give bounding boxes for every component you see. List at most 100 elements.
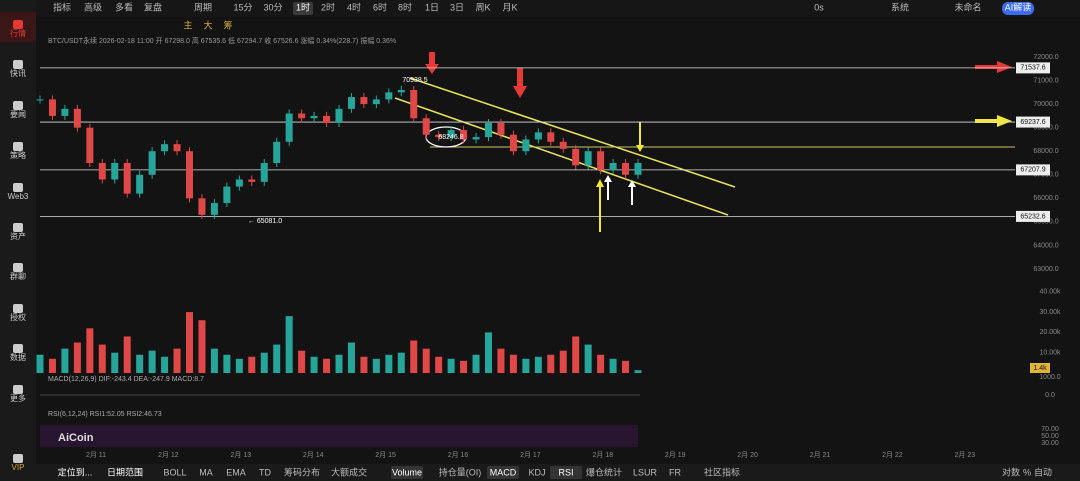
bottom-item[interactable]: RSI: [558, 467, 573, 477]
bottom-item[interactable]: Volume: [392, 467, 422, 477]
date-label: 2月 18: [592, 451, 613, 459]
volume-current-box: [1030, 363, 1050, 373]
level-label: 71537.6: [1020, 65, 1045, 72]
toolbar-item[interactable]: AI解读: [1005, 1, 1032, 12]
candle: [148, 151, 156, 175]
toolbar-item[interactable]: 1时: [296, 1, 310, 12]
toolbar-item[interactable]: 8时: [398, 1, 412, 12]
bottom-item[interactable]: MA: [199, 467, 213, 477]
toolbar-item[interactable]: 15分: [233, 2, 252, 12]
toolbar-item[interactable]: 月K: [502, 2, 517, 12]
toolbar-item[interactable]: 3日: [450, 2, 464, 12]
volume-bar: [584, 344, 592, 373]
bottom-item[interactable]: 定位到...: [58, 466, 93, 477]
sidebar-label[interactable]: 快讯: [10, 68, 26, 78]
candle: [111, 163, 119, 180]
toolbar-item[interactable]: 系统: [891, 1, 909, 12]
sidebar-label[interactable]: VIP: [12, 463, 25, 472]
bottom-item[interactable]: 日期范围: [107, 466, 143, 477]
bottom-item[interactable]: 对数: [1002, 466, 1020, 477]
bottom-item[interactable]: LSUR: [633, 467, 658, 477]
toolbar-item[interactable]: 周K: [475, 2, 490, 12]
active-indicator: [487, 466, 519, 479]
sidebar-label[interactable]: 资产: [10, 231, 26, 241]
sidebar-icon[interactable]: [13, 344, 23, 353]
bottom-item[interactable]: BOLL: [163, 467, 186, 477]
bottom-item[interactable]: 持仓量(OI): [439, 466, 482, 477]
sidebar-label[interactable]: 授权: [10, 312, 26, 322]
bottom-item[interactable]: 自动: [1034, 466, 1052, 477]
candle: [335, 108, 343, 123]
sidebar-icon[interactable]: [13, 304, 23, 313]
toolbar-item[interactable]: 30分: [263, 2, 282, 12]
level-box: [1016, 210, 1050, 222]
bottom-item[interactable]: 筹码分布: [284, 466, 320, 477]
candle: [435, 134, 443, 138]
sidebar-icon[interactable]: [13, 454, 23, 463]
toolbar-item[interactable]: 4时: [347, 1, 361, 12]
sidebar-icon[interactable]: [13, 223, 23, 232]
candle: [136, 174, 144, 194]
toolbar-item[interactable]: 周期: [194, 2, 212, 12]
candle: [73, 108, 81, 128]
sidebar-icon[interactable]: [13, 101, 23, 110]
sidebar-label[interactable]: 要闻: [10, 110, 26, 119]
sidebar-icon[interactable]: [13, 263, 23, 272]
active-tab: [293, 2, 313, 15]
sidebar-icon[interactable]: [13, 20, 23, 29]
bottom-item[interactable]: 爆仓统计: [586, 466, 622, 477]
tool[interactable]: 大: [203, 19, 212, 30]
toolbar-item[interactable]: 指标: [53, 1, 71, 12]
tool[interactable]: 主: [183, 19, 192, 30]
bottom-item[interactable]: 社区指标: [704, 466, 740, 477]
sidebar-icon[interactable]: [13, 60, 23, 69]
toolbar-item[interactable]: 复盘: [144, 1, 162, 12]
volume-bar: [48, 358, 56, 373]
volume-bar: [534, 356, 542, 373]
candle: [285, 113, 293, 142]
bottom-item[interactable]: 大额成交: [331, 466, 367, 477]
date-label: 2月 21: [810, 451, 831, 459]
bottom-item[interactable]: %: [1023, 467, 1031, 477]
trend-line: [409, 77, 736, 188]
volume-bar: [223, 354, 231, 373]
toolbar-item[interactable]: 1日: [425, 2, 439, 12]
tool[interactable]: 筹: [223, 19, 232, 30]
date-label: 2月 14: [303, 451, 324, 459]
sidebar-icon[interactable]: [13, 183, 23, 192]
sidebar-label[interactable]: 群聊: [10, 271, 26, 281]
bottom-item[interactable]: FR: [669, 467, 681, 477]
toolbar-item[interactable]: 0s: [814, 2, 824, 12]
volume-tick-label: 40.00k: [1039, 289, 1061, 296]
bottom-item[interactable]: TD: [259, 467, 271, 477]
sidebar-icon[interactable]: [13, 385, 23, 394]
volume-bar: [198, 320, 206, 373]
volume-bar: [485, 332, 492, 373]
bottom-item[interactable]: KDJ: [528, 467, 545, 477]
sidebar-icon[interactable]: [13, 142, 23, 151]
price-tick-label: 69000.0: [1033, 125, 1058, 132]
sidebar-label[interactable]: 策略: [10, 150, 26, 160]
toolbar-item[interactable]: 高级: [84, 1, 102, 12]
toolbar: [36, 0, 1080, 17]
sidebar-label[interactable]: 更多: [10, 393, 26, 403]
arrow: [636, 122, 644, 152]
sidebar-label[interactable]: 数据: [10, 352, 26, 362]
sidebar-label[interactable]: Web3: [8, 192, 29, 201]
bottom-item[interactable]: MACD: [490, 467, 517, 477]
level-label: 67207.9: [1020, 167, 1045, 174]
toolbar-item[interactable]: 6时: [373, 1, 387, 12]
volume-tick-label: 30.00k: [1039, 309, 1061, 316]
volume-bar: [447, 358, 455, 373]
price-annotation: 68246.8: [438, 134, 463, 141]
active-indicator: [550, 466, 582, 479]
candle: [86, 127, 94, 163]
bottom-item[interactable]: EMA: [226, 467, 246, 477]
toolbar-item[interactable]: 未命名: [954, 1, 981, 12]
toolbar-item[interactable]: 2时: [321, 1, 335, 12]
volume-bar: [285, 316, 293, 373]
toolbar-item[interactable]: 多看: [115, 1, 133, 12]
ohlc-info: BTC/USDT永续 2026-02-18 11:00 开 67298.0 高 …: [48, 36, 396, 45]
sidebar-label[interactable]: 行情: [10, 28, 26, 38]
arrow: [604, 175, 612, 200]
